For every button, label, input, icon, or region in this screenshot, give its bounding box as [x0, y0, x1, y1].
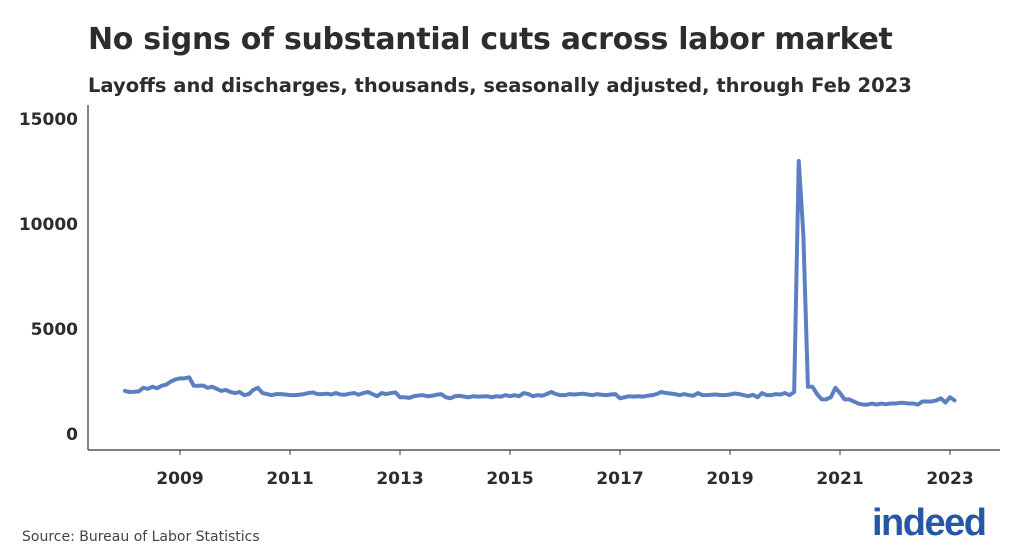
x-tick-label: 2015 [486, 469, 533, 489]
x-tick-label: 2013 [376, 469, 423, 489]
y-tick-label: 5000 [31, 320, 78, 340]
y-tick-label: 15000 [19, 110, 78, 130]
x-tick-label: 2017 [596, 469, 643, 489]
x-tick-label: 2009 [156, 469, 203, 489]
y-tick-label: 10000 [19, 215, 78, 235]
x-tick-label: 2023 [926, 469, 973, 489]
x-tick-label: 2011 [266, 469, 313, 489]
indeed-logo: indeed [872, 502, 987, 544]
x-tick-label: 2021 [816, 469, 863, 489]
chart-title: No signs of substantial cuts across labo… [88, 22, 893, 57]
y-tick-label: 0 [66, 425, 78, 445]
series-line [123, 159, 957, 407]
x-tick-label: 2019 [706, 469, 753, 489]
source-note: Source: Bureau of Labor Statistics [22, 529, 260, 545]
chart-subtitle: Layoffs and discharges, thousands, seaso… [88, 74, 912, 97]
